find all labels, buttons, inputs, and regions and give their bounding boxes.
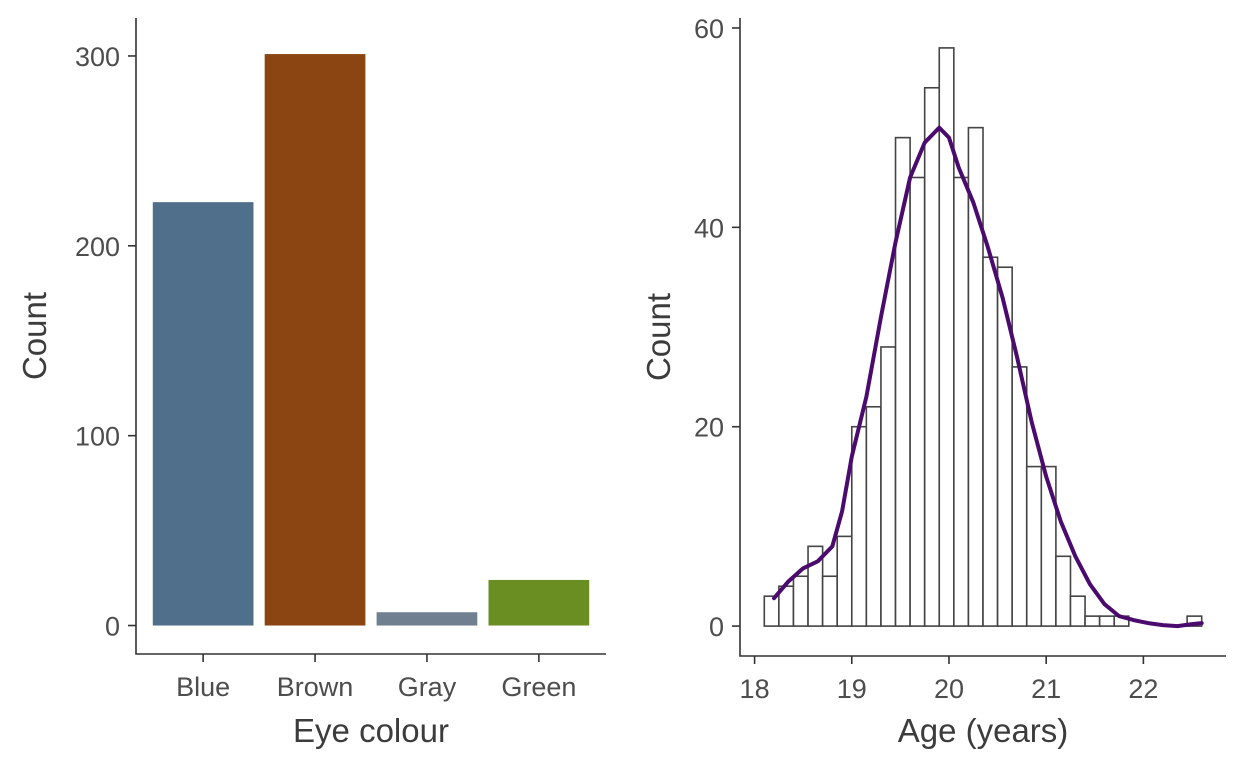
histogram-bin <box>1098 615 1116 627</box>
density-curve <box>772 125 1204 629</box>
histogram-y-ticks: 0 20 40 60 <box>694 14 740 642</box>
histogram-bin <box>923 86 941 627</box>
histogram-bin <box>953 176 970 627</box>
age-histogram: 18 19 20 21 22 0 20 40 60 Age (years) Count <box>640 14 1226 749</box>
y-tick-label: 40 <box>694 213 724 243</box>
histogram-bin <box>836 535 853 627</box>
bar-chart-axes <box>135 18 606 655</box>
eye-colour-bar-chart: Blue Brown Gray Green 0 100 200 300 Eye colour… <box>16 18 606 749</box>
y-tick-label: 0 <box>105 612 120 642</box>
y-tick-label: 100 <box>75 422 120 452</box>
histogram-bin <box>982 256 999 627</box>
histogram-bin <box>880 346 897 627</box>
histogram-bin <box>1040 465 1057 627</box>
x-tick-label: 21 <box>1031 674 1061 704</box>
histogram-bin <box>1055 555 1072 627</box>
bar-blue <box>152 202 254 626</box>
histogram-bins <box>763 47 1203 627</box>
x-tick-label: 22 <box>1128 674 1158 704</box>
y-tick-label: 0 <box>709 612 724 642</box>
x-tick-label: 19 <box>837 674 867 704</box>
bar-series <box>152 54 590 626</box>
x-tick-label: Gray <box>398 672 457 702</box>
histogram-bin <box>865 405 882 627</box>
histogram-bin <box>763 595 780 627</box>
histogram-x-axis-title: Age (years) <box>898 712 1069 749</box>
histogram-bin <box>1084 615 1101 627</box>
histogram-axes <box>739 18 1226 657</box>
bar-brown <box>264 54 366 626</box>
histogram-bin <box>1069 595 1086 627</box>
y-tick-label: 60 <box>694 14 724 44</box>
bar-chart-y-ticks: 0 100 200 300 <box>75 42 136 642</box>
histogram-bin <box>821 575 838 627</box>
histogram-y-axis-title: Count <box>640 293 677 381</box>
x-tick-label: Green <box>501 672 576 702</box>
bar-chart-y-axis-title: Count <box>16 292 53 380</box>
bar-chart-x-ticks: Blue Brown Gray Green <box>176 654 576 702</box>
x-tick-label: 20 <box>934 674 964 704</box>
x-tick-label: 18 <box>740 674 770 704</box>
histogram-bin <box>909 176 926 627</box>
histogram-bin <box>1011 366 1028 627</box>
y-tick-label: 200 <box>75 232 120 262</box>
histogram-bin <box>792 575 809 627</box>
histogram-bin <box>850 425 868 627</box>
bar-chart-x-axis-title: Eye colour <box>293 712 449 749</box>
bar-gray <box>376 612 478 626</box>
histogram-x-ticks: 18 19 20 21 22 <box>740 656 1158 704</box>
histogram-bin <box>967 126 984 627</box>
x-tick-label: Blue <box>176 672 230 702</box>
x-tick-label: Brown <box>277 672 354 702</box>
y-tick-label: 300 <box>75 42 120 72</box>
histogram-bin <box>1025 465 1043 627</box>
bar-green <box>488 579 590 626</box>
y-tick-label: 20 <box>694 413 724 443</box>
